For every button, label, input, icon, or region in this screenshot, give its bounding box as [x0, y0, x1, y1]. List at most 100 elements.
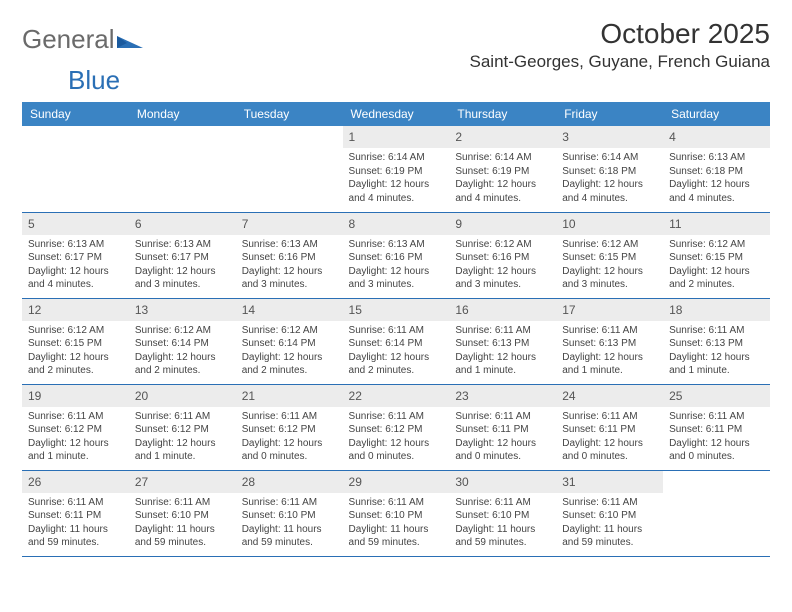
daylight-text: Daylight: 12 hours and 4 minutes. — [669, 178, 764, 205]
day-number: 31 — [556, 471, 663, 493]
day-number: 4 — [663, 126, 770, 148]
calendar-cell: 10Sunrise: 6:12 AMSunset: 6:15 PMDayligh… — [556, 212, 663, 298]
calendar-cell: 14Sunrise: 6:12 AMSunset: 6:14 PMDayligh… — [236, 298, 343, 384]
sunset-text: Sunset: 6:18 PM — [562, 165, 657, 179]
weekday-header: Tuesday — [236, 102, 343, 126]
day-number: 25 — [663, 385, 770, 407]
day-content: Sunrise: 6:11 AMSunset: 6:13 PMDaylight:… — [556, 321, 663, 382]
daylight-text: Daylight: 12 hours and 3 minutes. — [242, 265, 337, 292]
calendar-row: 12 Sunrise: 6:12 AM Sunset: 6:15 PM Dayligh… — [22, 298, 770, 384]
weekday-header: Monday — [129, 102, 236, 126]
day-number: 18 — [663, 299, 770, 321]
sunset-text: Sunset: 6:12 PM — [242, 423, 337, 437]
sunrise-text: Sunrise: 6:12 AM — [562, 238, 657, 252]
day-number: 23 — [449, 385, 556, 407]
daylight-text: Daylight: 12 hours and 3 minutes. — [562, 265, 657, 292]
sunset-text: Sunset: 6:10 PM — [562, 509, 657, 523]
day-number: 11 — [663, 213, 770, 235]
daylight-text: Daylight: 12 hours and 1 minute. — [669, 351, 764, 378]
sunrise-text: Sunrise: 6:12 AM — [135, 324, 230, 338]
day-content: Sunrise: 6:11 AMSunset: 6:14 PMDaylight:… — [343, 321, 450, 382]
day-number: 16 — [449, 299, 556, 321]
daylight-text: Daylight: 12 hours and 0 minutes. — [242, 437, 337, 464]
sunset-text: Sunset: 6:19 PM — [349, 165, 444, 179]
calendar-row: 26Sunrise: 6:11 AMSunset: 6:11 PMDayligh… — [22, 470, 770, 556]
daylight-text: Daylight: 12 hours and 1 minute. — [28, 437, 123, 464]
calendar-cell — [129, 126, 236, 212]
day-content: Sunrise: 6:13 AMSunset: 6:17 PMDaylight:… — [129, 235, 236, 296]
calendar-cell: 11Sunrise: 6:12 AMSunset: 6:15 PMDayligh… — [663, 212, 770, 298]
daylight-text: Daylight: 11 hours and 59 minutes. — [242, 523, 337, 550]
daylight-text: Daylight: 12 hours and 0 minutes. — [349, 437, 444, 464]
calendar-cell: 25Sunrise: 6:11 AMSunset: 6:11 PMDayligh… — [663, 384, 770, 470]
day-number: 20 — [129, 385, 236, 407]
day-content: Sunrise: 6:11 AMSunset: 6:11 PMDaylight:… — [556, 407, 663, 468]
sunset-text: Sunset: 6:17 PM — [135, 251, 230, 265]
sunrise-text: Sunrise: 6:11 AM — [562, 496, 657, 510]
weekday-header-row: Sunday Monday Tuesday Wednesday Thursday… — [22, 102, 770, 126]
day-content: Sunrise: 6:12 AMSunset: 6:16 PMDaylight:… — [449, 235, 556, 296]
weekday-header: Thursday — [449, 102, 556, 126]
day-content: Sunrise: 6:11 AMSunset: 6:10 PMDaylight:… — [129, 493, 236, 554]
sunrise-text: Sunrise: 6:11 AM — [349, 324, 444, 338]
sunrise-text: Sunrise: 6:13 AM — [28, 238, 123, 252]
calendar-body: 1Sunrise: 6:14 AMSunset: 6:19 PMDaylight… — [22, 126, 770, 556]
calendar-cell: 28Sunrise: 6:11 AMSunset: 6:10 PMDayligh… — [236, 470, 343, 556]
sunset-text: Sunset: 6:16 PM — [242, 251, 337, 265]
day-content: Sunrise: 6:11 AMSunset: 6:12 PMDaylight:… — [129, 407, 236, 468]
day-number: 30 — [449, 471, 556, 493]
sunrise-text: Sunrise: 6:11 AM — [135, 410, 230, 424]
day-content: Sunrise: 6:11 AMSunset: 6:13 PMDaylight:… — [663, 321, 770, 382]
calendar-cell: 20Sunrise: 6:11 AMSunset: 6:12 PMDayligh… — [129, 384, 236, 470]
sunset-text: Sunset: 6:16 PM — [455, 251, 550, 265]
daylight-text: Daylight: 11 hours and 59 minutes. — [28, 523, 123, 550]
calendar-cell: 2Sunrise: 6:14 AMSunset: 6:19 PMDaylight… — [449, 126, 556, 212]
day-number: 5 — [22, 213, 129, 235]
sunset-text: Sunset: 6:16 PM — [349, 251, 444, 265]
day-content: Sunrise: 6:11 AMSunset: 6:10 PMDaylight:… — [449, 493, 556, 554]
calendar-cell: 3Sunrise: 6:14 AMSunset: 6:18 PMDaylight… — [556, 126, 663, 212]
daylight-text: Daylight: 12 hours and 0 minutes. — [455, 437, 550, 464]
day-content: Sunrise: 6:11 AMSunset: 6:10 PMDaylight:… — [556, 493, 663, 554]
day-content: Sunrise: 6:13 AMSunset: 6:16 PMDaylight:… — [236, 235, 343, 296]
day-content: Sunrise: 6:11 AMSunset: 6:11 PMDaylight:… — [663, 407, 770, 468]
day-number: 14 — [236, 299, 343, 321]
sunset-text: Sunset: 6:10 PM — [455, 509, 550, 523]
day-content: Sunrise: 6:12 AMSunset: 6:14 PMDaylight:… — [129, 321, 236, 382]
weekday-header: Friday — [556, 102, 663, 126]
calendar-cell: 8Sunrise: 6:13 AMSunset: 6:16 PMDaylight… — [343, 212, 450, 298]
sunset-text: Sunset: 6:11 PM — [28, 509, 123, 523]
day-number: 6 — [129, 213, 236, 235]
daylight-text: Daylight: 12 hours and 3 minutes. — [455, 265, 550, 292]
daylight-text: Daylight: 12 hours and 2 minutes. — [135, 351, 230, 378]
sunset-text: Sunset: 6:13 PM — [669, 337, 764, 351]
sunrise-text: Sunrise: 6:14 AM — [562, 151, 657, 165]
calendar-cell: 22Sunrise: 6:11 AMSunset: 6:12 PMDayligh… — [343, 384, 450, 470]
daylight-text: Daylight: 12 hours and 4 minutes. — [455, 178, 550, 205]
day-number: 1 — [343, 126, 450, 148]
sunset-text: Sunset: 6:15 PM — [28, 337, 123, 351]
sunset-text: Sunset: 6:17 PM — [28, 251, 123, 265]
sunrise-text: Sunrise: 6:13 AM — [349, 238, 444, 252]
sunset-text: Sunset: 6:12 PM — [28, 423, 123, 437]
calendar-table: Sunday Monday Tuesday Wednesday Thursday… — [22, 102, 770, 557]
day-number: 10 — [556, 213, 663, 235]
sunrise-text: Sunrise: 6:14 AM — [349, 151, 444, 165]
sunrise-text: Sunrise: 6:11 AM — [242, 496, 337, 510]
calendar-cell: 17Sunrise: 6:11 AMSunset: 6:13 PMDayligh… — [556, 298, 663, 384]
day-number: 15 — [343, 299, 450, 321]
sunrise-text: Sunrise: 6:11 AM — [242, 410, 337, 424]
daylight-text: Daylight: 12 hours and 1 minute. — [455, 351, 550, 378]
sunrise-text: Sunrise: 6:11 AM — [455, 324, 550, 338]
calendar-cell: 29Sunrise: 6:11 AMSunset: 6:10 PMDayligh… — [343, 470, 450, 556]
sunrise-text: Sunrise: 6:13 AM — [242, 238, 337, 252]
day-content: Sunrise: 6:12 AMSunset: 6:15 PMDaylight:… — [556, 235, 663, 296]
weekday-header: Wednesday — [343, 102, 450, 126]
day-content: Sunrise: 6:12 AMSunset: 6:15 PMDaylight:… — [663, 235, 770, 296]
day-content: Sunrise: 6:11 AMSunset: 6:12 PMDaylight:… — [343, 407, 450, 468]
sunrise-text: Sunrise: 6:13 AM — [669, 151, 764, 165]
calendar-cell: 5Sunrise: 6:13 AMSunset: 6:17 PMDaylight… — [22, 212, 129, 298]
sunset-text: Sunset: 6:19 PM — [455, 165, 550, 179]
day-number: 12 — [22, 299, 129, 321]
day-content: Sunrise: 6:11 AMSunset: 6:11 PMDaylight:… — [22, 493, 129, 554]
